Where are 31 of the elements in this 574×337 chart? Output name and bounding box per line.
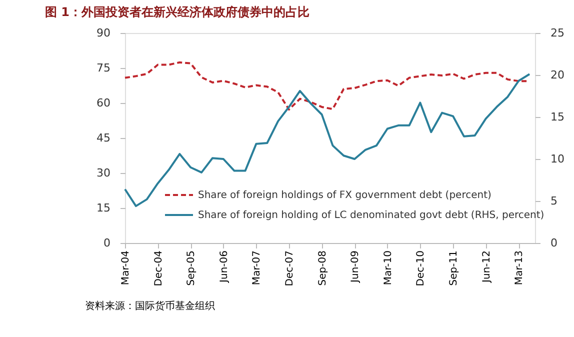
x-tick-label: Sep-11 xyxy=(448,250,460,286)
x-tick-label: Jun-09 xyxy=(350,250,362,284)
x-tick-label: Mar-13 xyxy=(514,250,526,286)
x-tick-label: Sep-08 xyxy=(317,250,328,286)
y2-tick-label: 0 xyxy=(550,236,558,250)
y-tick-label: 30 xyxy=(96,166,110,180)
x-tick-label: Mar-07 xyxy=(252,250,263,286)
x-tick-label: Sep-05 xyxy=(186,250,198,286)
y-tick-label: 0 xyxy=(104,236,110,250)
y2-tick-label: 25 xyxy=(550,26,564,40)
legend-label: Share of foreign holdings of FX government debt (percent) xyxy=(198,190,492,201)
y-tick-label: 15 xyxy=(96,202,110,214)
legend-label: Share of foreign holding of LC denominated govt debt (RHS, percent) xyxy=(198,210,544,221)
x-tick-label: Dec-10 xyxy=(416,250,427,286)
y2-tick-label: 10 xyxy=(550,152,564,166)
y-tick-label: 75 xyxy=(96,62,110,74)
x-tick-label: Jun-12 xyxy=(481,250,492,284)
y-tick-label: 45 xyxy=(96,132,110,144)
y2-tick-label: 15 xyxy=(550,110,564,124)
text: 资料来源：国际货币基金组织 xyxy=(85,300,215,312)
x-tick-label: Dec-07 xyxy=(284,250,296,286)
y-tick-label: 60 xyxy=(96,96,110,110)
x-tick-label: Dec-04 xyxy=(153,250,164,286)
y2-tick-label: 20 xyxy=(550,68,564,82)
y-tick-label: 90 xyxy=(96,26,110,40)
y2-tick-label: 5 xyxy=(550,194,558,208)
x-tick-label: Mar-10 xyxy=(382,250,394,286)
x-tick-label: Mar-04 xyxy=(120,250,132,286)
chart-title: 图 1：外国投资者在新兴经济体政府债券中的占比 xyxy=(45,5,310,19)
line-series xyxy=(124,73,531,208)
x-tick-label: Jun-06 xyxy=(218,250,230,284)
